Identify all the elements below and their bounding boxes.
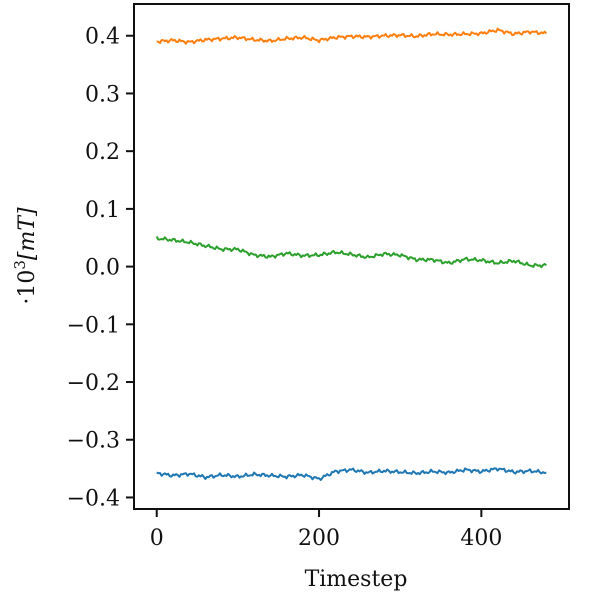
y-axis-label-exponent: 3: [11, 260, 29, 270]
x-tick-label: 200: [298, 526, 340, 551]
y-tick-label: −0.2: [67, 371, 120, 396]
y-axis-label: ·103[mT]: [11, 207, 40, 305]
y-tick-label: −0.3: [67, 429, 120, 454]
y-tick-label: 0.3: [85, 82, 120, 107]
series-line-2: [155, 236, 547, 269]
series-line-1: [156, 27, 548, 45]
y-tick-label: 0.4: [85, 25, 120, 50]
x-axis: 0 200 400: [150, 509, 502, 551]
y-axis: 0.4 0.3 0.2 0.1 0.0 −0.1 −0.2 −0.3 −0.4: [67, 25, 134, 511]
y-tick-label: −0.4: [67, 486, 120, 511]
x-tick-label: 0: [150, 526, 164, 551]
x-tick-label: 400: [460, 526, 502, 551]
plot-frame: [133, 3, 570, 510]
y-tick-label: 0.2: [85, 140, 120, 165]
y-axis-label-unit: [mT]: [15, 207, 40, 260]
y-tick-label: 0.1: [85, 198, 120, 223]
y-tick-label: −0.1: [67, 313, 120, 338]
series-layer: [155, 27, 548, 481]
y-axis-label-prefix: ·10: [15, 270, 40, 305]
y-tick-label: 0.0: [85, 256, 120, 281]
series-line-3: [156, 467, 547, 481]
x-axis-label: Timestep: [305, 567, 408, 592]
